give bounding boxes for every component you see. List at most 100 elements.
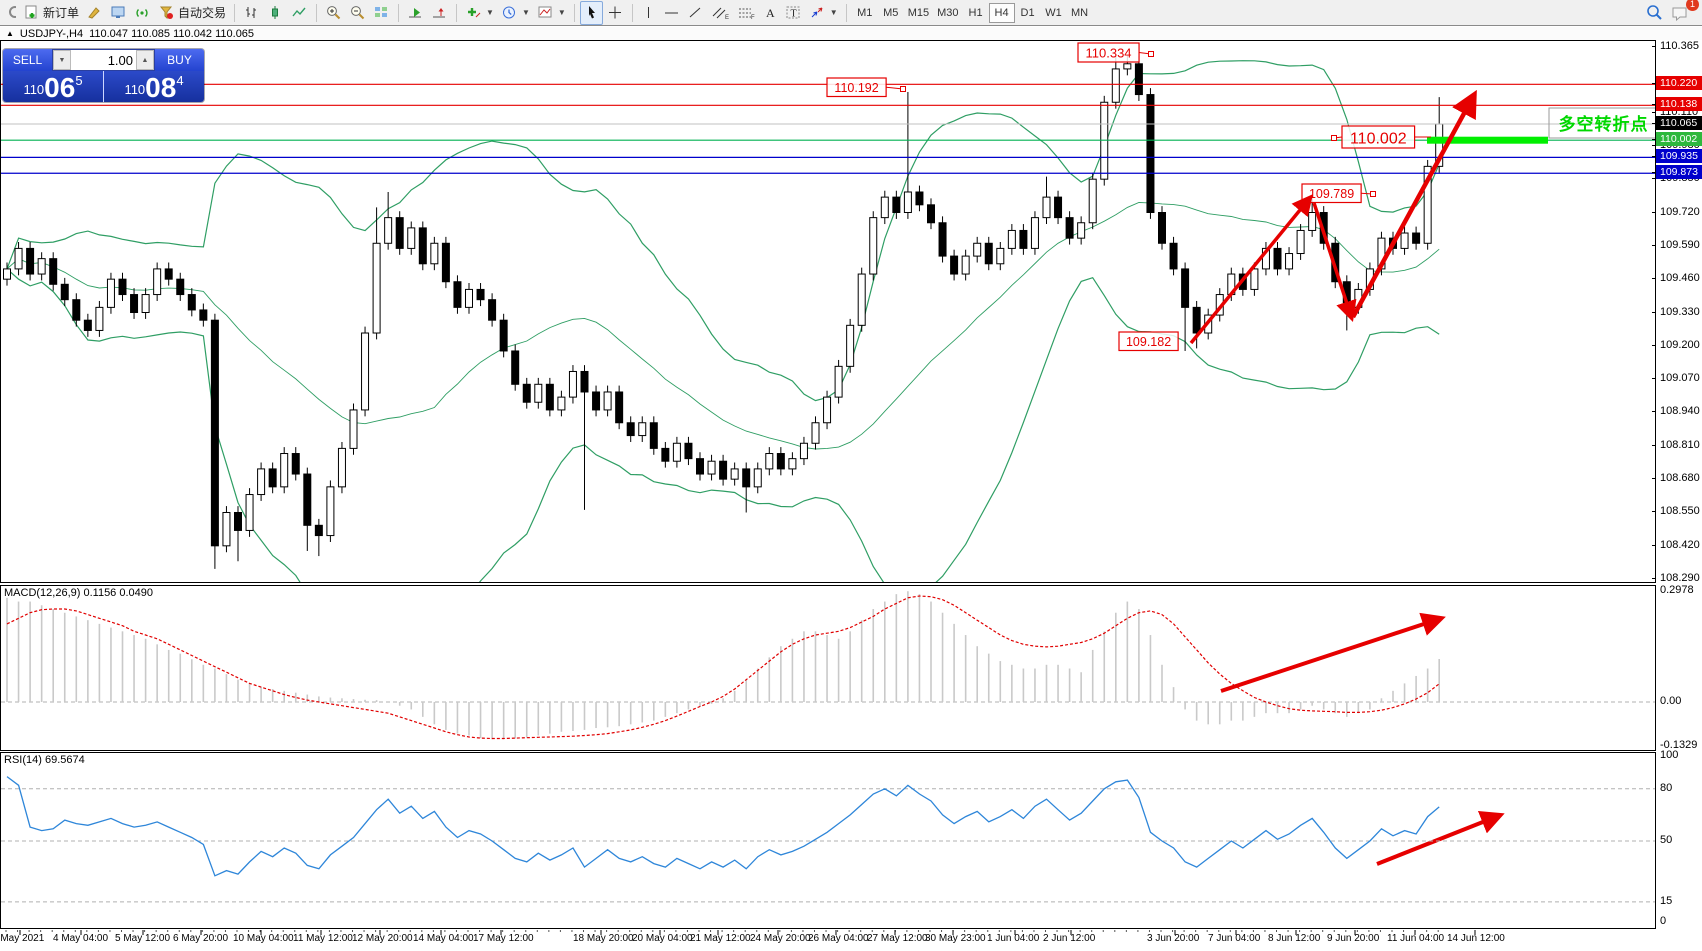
text-tool[interactable]: A bbox=[760, 2, 781, 24]
volume-increase-button[interactable]: ▲ bbox=[136, 50, 154, 70]
horizontal-line-tool[interactable] bbox=[660, 2, 683, 24]
rsi-axis-label: 80 bbox=[1660, 781, 1673, 794]
volume-stepper: ▼ 1.00 ▲ bbox=[52, 49, 155, 71]
one-click-trading-panel: SELL ▼ 1.00 ▲ BUY 110 06 5 110 08 4 bbox=[3, 49, 204, 102]
time-label: 4 May 04:00 bbox=[53, 933, 109, 944]
rsi-canvas bbox=[1, 776, 1655, 903]
main-chart-pane[interactable]: 110.334 110.192 110.002 109.789 109.182 多空转折点 bbox=[0, 40, 1656, 583]
trend-arrow[interactable] bbox=[1351, 89, 1477, 319]
auto-scroll-icon[interactable] bbox=[404, 2, 427, 24]
periods-icon[interactable]: ▼ bbox=[498, 2, 533, 24]
collapse-icon[interactable]: ▲ bbox=[6, 29, 14, 38]
macd-histogram bbox=[6, 591, 1440, 740]
chevron-down-icon: ▼ bbox=[521, 8, 530, 17]
styler-icon[interactable] bbox=[83, 2, 106, 24]
trend-arrow[interactable] bbox=[1189, 194, 1313, 345]
buy-button[interactable]: BUY bbox=[155, 49, 204, 71]
chat-icon[interactable]: 1 bbox=[1668, 0, 1699, 24]
signals-icon[interactable] bbox=[131, 2, 154, 24]
macd-pane[interactable]: MACD(12,26,9) 0.1156 0.0490 bbox=[0, 585, 1656, 751]
time-label: 9 Jun 20:00 bbox=[1327, 933, 1380, 944]
price-tick-label: 109.590 bbox=[1660, 238, 1700, 251]
cursor-tool[interactable] bbox=[579, 0, 603, 25]
candlestick-icon[interactable] bbox=[264, 2, 287, 24]
line-chart-icon[interactable] bbox=[288, 2, 311, 24]
metaeditor-icon[interactable] bbox=[107, 2, 130, 24]
time-axis[interactable]: 3 May 2021 4 May 04:00 5 May 12:006 May 20… bbox=[0, 930, 1702, 946]
timeframe-m5[interactable]: M5 bbox=[878, 3, 904, 23]
axis-tick bbox=[1652, 278, 1656, 280]
search-icon[interactable] bbox=[1642, 2, 1667, 24]
svg-text:T: T bbox=[790, 9, 796, 20]
trend-arrow[interactable] bbox=[1376, 811, 1505, 866]
separator bbox=[456, 3, 458, 22]
zoom-out-icon[interactable] bbox=[346, 2, 369, 24]
fibonacci-tool[interactable]: F bbox=[734, 2, 759, 24]
timeframe-h4[interactable]: H4 bbox=[988, 2, 1015, 23]
zoom-in-icon[interactable] bbox=[322, 2, 345, 24]
indicators-icon[interactable]: ▼ bbox=[462, 2, 497, 24]
rsi-label: RSI(14) 69.5674 bbox=[4, 754, 85, 766]
buy-price[interactable]: 110 08 4 bbox=[124, 72, 184, 102]
rsi-axis-label: 0 bbox=[1660, 915, 1667, 927]
symbol-name: USDJPY-,H4 bbox=[19, 27, 84, 40]
svg-text:A: A bbox=[766, 6, 775, 20]
rsi-pane[interactable]: RSI(14) 69.5674 bbox=[0, 752, 1656, 929]
price-callouts[interactable]: 110.334 110.192 110.002 109.789 109.182 bbox=[826, 42, 1431, 352]
timeframe-mn[interactable]: MN bbox=[1067, 3, 1093, 23]
shapes-tool[interactable]: ▼ bbox=[806, 2, 841, 24]
timeframe-m1[interactable]: M1 bbox=[852, 3, 878, 23]
window-icon[interactable] bbox=[3, 2, 19, 24]
turning-point-segment[interactable] bbox=[1427, 136, 1548, 144]
tile-windows-icon[interactable] bbox=[370, 2, 393, 24]
timeframe-m15[interactable]: M15 bbox=[904, 3, 933, 23]
time-label: 14 Jun 12:00 bbox=[1447, 933, 1505, 944]
autotrading-button[interactable]: 自动交易 bbox=[155, 2, 229, 24]
axis-tick bbox=[1652, 178, 1656, 180]
sell-price[interactable]: 110 06 5 bbox=[23, 72, 83, 102]
sell-button[interactable]: SELL bbox=[3, 49, 52, 71]
chart-shift-icon[interactable] bbox=[428, 2, 451, 24]
turning-point-note[interactable]: 多空转折点 bbox=[1548, 107, 1655, 139]
channel-tool[interactable]: E bbox=[708, 2, 733, 24]
volume-decrease-button[interactable]: ▼ bbox=[53, 50, 71, 70]
text-label-tool[interactable]: T bbox=[782, 2, 805, 24]
trendline-tool[interactable] bbox=[684, 2, 707, 24]
time-label: 20 May 04:00 bbox=[632, 933, 693, 944]
templates-icon[interactable]: ▼ bbox=[534, 2, 569, 24]
macd-canvas bbox=[1, 591, 1655, 740]
timeframe-d1[interactable]: D1 bbox=[1015, 3, 1041, 23]
volume-value[interactable]: 1.00 bbox=[107, 52, 133, 68]
svg-text:109.182: 109.182 bbox=[1126, 335, 1171, 349]
price-axis[interactable]: 110.365110.110109.980109.850109.720109.5… bbox=[1652, 40, 1702, 930]
timeframe-m30[interactable]: M30 bbox=[933, 3, 962, 23]
autotrading-label: 自动交易 bbox=[178, 6, 227, 20]
price-tick-label: 109.070 bbox=[1660, 372, 1700, 385]
rsi-line bbox=[6, 776, 1440, 877]
timeframe-h1[interactable]: H1 bbox=[963, 3, 989, 23]
separator bbox=[234, 3, 236, 22]
svg-text:多空转折点: 多空转折点 bbox=[1559, 114, 1649, 134]
price-tick-label: 109.460 bbox=[1660, 272, 1700, 285]
time-label: 10 May 04:00 bbox=[233, 933, 294, 944]
time-label: 27 May 12:00 bbox=[867, 933, 928, 944]
time-label: 3 May 2021 bbox=[0, 933, 45, 944]
time-label: 7 Jun 04:00 bbox=[1208, 933, 1261, 944]
axis-tick bbox=[1652, 144, 1656, 146]
time-label: 11 Jun 04:00 bbox=[1387, 933, 1445, 944]
symbol-bar: ▲ USDJPY-,H4 110.047 110.085 110.042 110… bbox=[0, 27, 1702, 40]
bar-chart-icon[interactable] bbox=[240, 2, 263, 24]
axis-tick bbox=[1652, 123, 1656, 125]
separator bbox=[573, 3, 575, 22]
macd-axis-label: 0.2978 bbox=[1660, 584, 1694, 596]
timeframe-w1[interactable]: W1 bbox=[1041, 3, 1067, 23]
trend-arrow[interactable] bbox=[1220, 612, 1446, 693]
autotrading-icon bbox=[159, 6, 174, 20]
vertical-line-tool[interactable] bbox=[638, 2, 659, 24]
time-label: 17 May 12:00 bbox=[473, 933, 534, 944]
axis-tick bbox=[1652, 46, 1656, 48]
price-badge: 110.138 bbox=[1656, 97, 1702, 112]
crosshair-tool[interactable] bbox=[604, 2, 627, 24]
new-order-button[interactable]: 新订单 bbox=[20, 2, 82, 24]
trend-arrow[interactable] bbox=[1312, 202, 1357, 322]
